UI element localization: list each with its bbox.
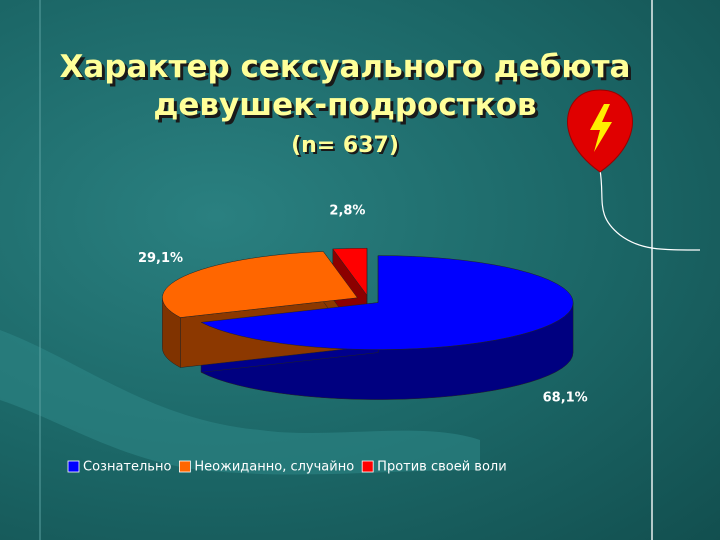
legend-swatch xyxy=(179,460,191,473)
legend-label: Против своей воли xyxy=(377,460,507,475)
decor-hands xyxy=(0,330,480,475)
data-label: 68,1% xyxy=(543,391,588,406)
lightning-icon xyxy=(590,104,612,152)
chart-subtitle: (n= 637) xyxy=(291,133,399,158)
legend-label: Неожиданно, случайно xyxy=(194,460,354,475)
slice xyxy=(332,247,368,296)
balloon-string xyxy=(599,169,701,251)
slice xyxy=(200,255,574,350)
slice xyxy=(162,251,358,318)
data-label: 2,8% xyxy=(329,204,365,219)
pie xyxy=(162,247,574,400)
legend-swatch xyxy=(67,460,80,473)
legend-swatch xyxy=(361,460,374,473)
chart-title: Характер сексуального дебюта девушек-под… xyxy=(59,49,631,123)
legend-label: Сознательно xyxy=(83,460,171,475)
data-label: 29,1% xyxy=(138,251,183,266)
